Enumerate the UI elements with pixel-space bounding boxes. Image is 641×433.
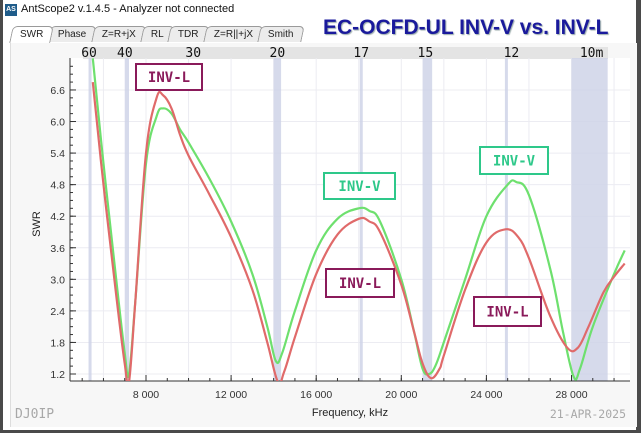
annotation-label: INV-V	[493, 154, 536, 170]
x-tick-label: 20 000	[385, 389, 417, 401]
band-label-strip	[83, 47, 608, 59]
band-label-60: 60	[81, 46, 97, 61]
y-tick-label: 5.4	[50, 148, 65, 160]
annotation-box	[325, 268, 395, 298]
series-line-inv-l	[91, 81, 626, 381]
band-label-10m: 10m	[580, 46, 604, 61]
band-10m	[571, 58, 608, 381]
y-tick-label: 2.4	[50, 306, 65, 318]
annotation-box	[323, 172, 396, 200]
x-axis-label: Frequency, kHz	[312, 407, 388, 419]
y-tick-label: 3.0	[50, 274, 65, 286]
band-40	[124, 58, 129, 381]
annotation-box	[135, 63, 203, 91]
title-bar: AS AntScope2 v.1.4.5 - Analyzer not conn…	[3, 0, 636, 20]
annotation-box	[479, 146, 549, 175]
annotation-label: INV-L	[148, 70, 190, 86]
annotation-inv-l: INV-L	[473, 296, 542, 327]
band-12	[504, 58, 508, 381]
tab-swr[interactable]: SWR	[9, 26, 55, 43]
annotation-inv-v: INV-V	[323, 172, 396, 200]
chart-title: EC-OCFD-UL INV-V vs. INV-L	[323, 16, 609, 39]
y-tick-label: 3.6	[50, 243, 65, 255]
x-tick-label: 8 000	[133, 389, 159, 401]
y-tick-label: 6.6	[50, 85, 65, 97]
window-title: AntScope2 v.1.4.5 - Analyzer not connect…	[21, 3, 235, 15]
band-17	[359, 58, 363, 381]
tab-label: SWR	[20, 29, 44, 40]
x-tick-label: 24 000	[470, 389, 502, 401]
y-tick-label: 1.2	[50, 369, 65, 381]
callsign-watermark: DJ0IP	[15, 407, 54, 422]
y-tick-label: 6.0	[50, 117, 65, 129]
y-tick-label: 1.8	[50, 337, 65, 349]
band-label-30: 30	[185, 46, 201, 61]
annotation-inv-l: INV-L	[325, 268, 395, 298]
band-label-15: 15	[418, 46, 434, 61]
band-15	[422, 58, 433, 381]
band-label-12: 12	[504, 46, 520, 61]
date-stamp: 21-APR-2025	[550, 407, 626, 421]
annotation-label: INV-L	[339, 276, 381, 292]
annotation-label: INV-V	[338, 179, 381, 195]
x-tick-label: 12 000	[215, 389, 247, 401]
series-group	[91, 58, 626, 381]
app-logo-icon: AS	[5, 4, 17, 16]
band-60	[88, 58, 92, 381]
x-tick-label: 16 000	[300, 389, 332, 401]
annotation-label: INV-L	[486, 305, 528, 321]
y-axis-label: SWR	[31, 211, 43, 237]
y-tick-label: 4.8	[50, 180, 65, 192]
band-label-40: 40	[117, 46, 133, 61]
y-tick-label: 4.2	[50, 211, 65, 223]
annotation-inv-v: INV-V	[479, 146, 549, 175]
band-20	[273, 58, 282, 381]
band-label-20: 20	[270, 46, 286, 61]
annotation-box	[473, 296, 542, 327]
annotation-inv-l: INV-L	[135, 63, 203, 91]
x-tick-label: 28 000	[555, 389, 587, 401]
band-label-17: 17	[353, 46, 369, 61]
band-shading	[88, 58, 608, 381]
